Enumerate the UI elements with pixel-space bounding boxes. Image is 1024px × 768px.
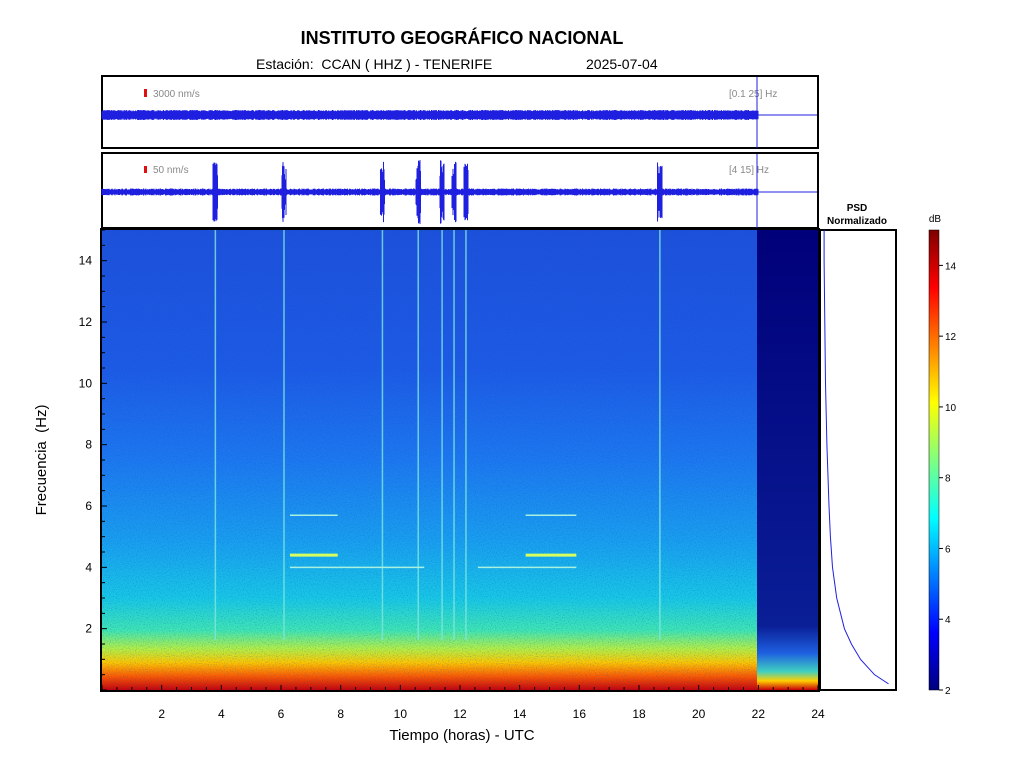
y-tick-label: 8 (85, 438, 92, 452)
x-tick-label: 18 (632, 707, 646, 721)
x-tick-label: 16 (573, 707, 587, 721)
x-tick-label: 24 (811, 707, 825, 721)
trace-band-1: [0.1 25] Hz (729, 89, 777, 100)
trace-scale-1: 3000 nm/s (153, 89, 200, 100)
x-tick-label: 2 (158, 707, 165, 721)
x-tick-label: 14 (513, 707, 527, 721)
colorbar-tick-label: 12 (945, 332, 957, 343)
colorbar-tick-label: 6 (945, 544, 951, 555)
station-label: Estación: CCAN ( HHZ ) - TENERIFE (256, 56, 493, 72)
seismogram-trace-highband (101, 160, 759, 224)
y-tick-label: 10 (79, 376, 93, 390)
x-tick-label: 6 (278, 707, 285, 721)
colorbar-tick-label: 8 (945, 474, 951, 485)
psd-title-2: Normalizado (827, 216, 887, 227)
trace-scale-2: 50 nm/s (153, 165, 189, 176)
psd-title-1: PSD (847, 203, 868, 214)
colorbar-tick-label: 10 (945, 403, 957, 414)
scale-marker-1 (144, 89, 147, 97)
spectrogram-noise (102, 230, 757, 690)
seismogram-trace-broadband (101, 110, 759, 120)
x-tick-label: 20 (692, 707, 706, 721)
colorbar-tick-label: 14 (945, 261, 957, 272)
colorbar-tick-label: 4 (945, 615, 951, 626)
x-axis-label: Tiempo (horas) - UTC (389, 727, 534, 744)
trace-band-2: [4 15] Hz (729, 165, 769, 176)
chart-title: INSTITUTO GEOGRÁFICO NACIONAL (300, 28, 624, 48)
x-tick-label: 12 (453, 707, 467, 721)
psd-panel-frame (819, 229, 897, 691)
colorbar-tick-label: 2 (945, 686, 951, 697)
y-tick-label: 12 (79, 315, 93, 329)
colorbar-unit: dB (929, 214, 942, 225)
scale-marker-2 (144, 166, 147, 173)
x-tick-label: 8 (337, 707, 344, 721)
x-tick-label: 22 (752, 707, 766, 721)
x-tick-label: 10 (394, 707, 408, 721)
x-tick-label: 4 (218, 707, 225, 721)
psd-curve (823, 230, 889, 685)
y-tick-label: 6 (85, 499, 92, 513)
psd-strip (757, 230, 818, 690)
y-tick-label: 4 (85, 560, 92, 574)
y-axis-label: Frecuencia (Hz) (33, 405, 50, 516)
y-tick-label: 2 (85, 622, 92, 636)
y-tick-label: 14 (79, 254, 93, 268)
colorbar (928, 229, 940, 691)
date-label: 2025-07-04 (586, 56, 658, 72)
